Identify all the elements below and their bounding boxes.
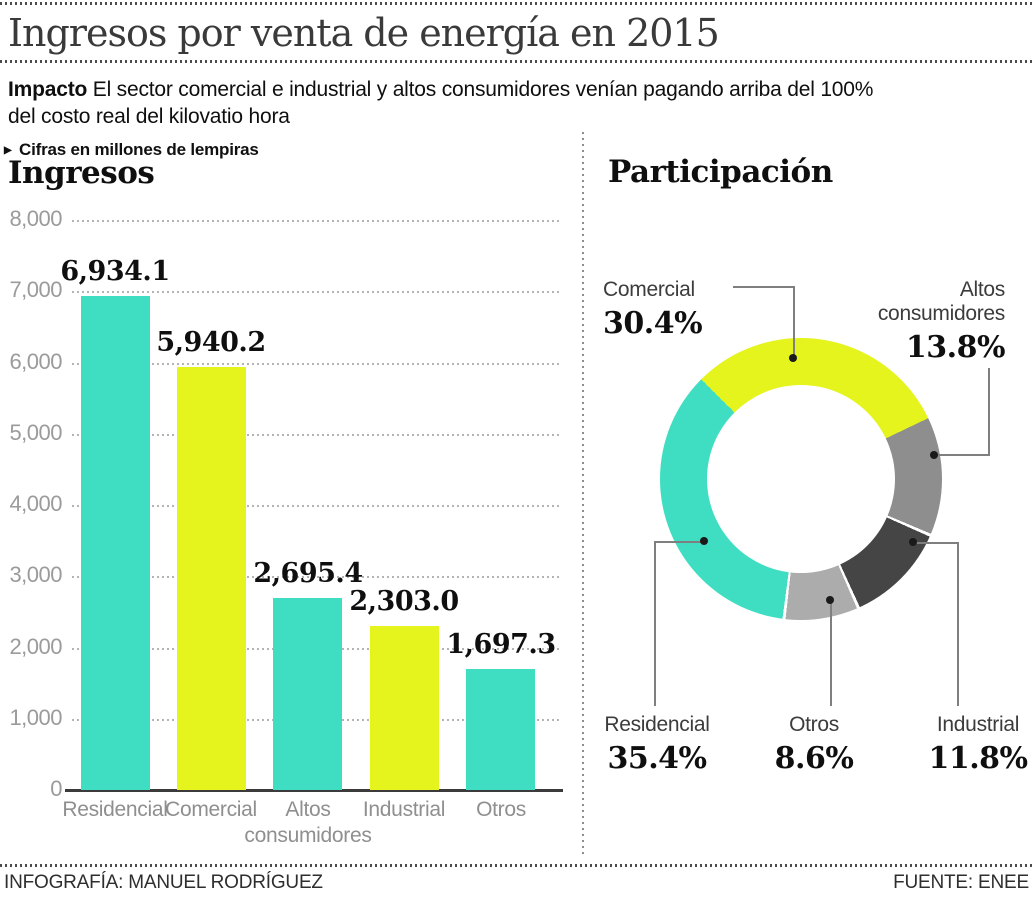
x-axis-label-altos-consumidores: Altos consumidores (244, 798, 372, 847)
donut-label-altos-consumidores: Altos consumidores 13.8% (863, 278, 1006, 365)
bar-value-altos-consumidores: 2,695.4 (253, 558, 363, 589)
y-axis-label: 1,000 (9, 705, 62, 730)
leader-dot-altos (930, 451, 938, 459)
page-title: Ingresos por venta de energía en 2015 (8, 11, 720, 55)
credit-text: INFOGRAFÍA: MANUEL RODRÍGUEZ (4, 872, 323, 893)
segment-pct: 13.8% (905, 330, 1006, 365)
leader-industrial-v (957, 542, 959, 706)
bar-industrial (370, 626, 439, 790)
segment-name: Residencial (604, 713, 710, 736)
bar-chart-title: Ingresos (8, 155, 155, 191)
segment-name: Altos consumidores (877, 278, 1005, 325)
gridline-8,000 (72, 220, 560, 222)
top-dotted-rule (0, 2, 1033, 5)
donut-label-residencial: Residencial 35.4% (582, 713, 732, 776)
segment-pct: 30.4% (603, 306, 703, 341)
segment-pct: 35.4% (607, 741, 707, 776)
y-axis-label: 6,000 (9, 349, 62, 374)
title-dotted-rule (0, 60, 1033, 63)
impact-line1: El sector comercial e industrial y altos… (92, 78, 874, 101)
leader-altos-v (988, 368, 990, 456)
leader-dot-residencial (700, 537, 708, 545)
impact-paragraph: Impacto El sector comercial e industrial… (8, 76, 1010, 130)
donut-chart-title: Participación (608, 154, 833, 190)
gridline-7,000 (72, 291, 560, 293)
leader-altos-h (936, 454, 990, 456)
leader-industrial-h (915, 542, 959, 544)
y-axis-label: 0 (50, 776, 62, 801)
donut-label-otros: Otros 8.6% (739, 713, 889, 776)
leader-residencial-v (654, 541, 656, 706)
x-axis-label-residencial: Residencial (62, 798, 168, 821)
leader-comercial-h (733, 286, 795, 288)
y-axis-label: 4,000 (9, 491, 62, 516)
donut-hole (707, 385, 895, 573)
bar-comercial (177, 367, 246, 790)
x-axis-line (65, 789, 563, 792)
bar-value-residencial: 6,934.1 (60, 256, 170, 287)
y-axis-label: 5,000 (9, 420, 62, 445)
bar-value-comercial: 5,940.2 (156, 327, 266, 358)
bar-value-industrial: 2,303.0 (349, 586, 459, 617)
segment-name: Industrial (936, 713, 1020, 736)
y-axis-label: 3,000 (9, 562, 62, 587)
leader-comercial-v (793, 286, 795, 358)
section-divider (582, 132, 584, 854)
bar-residencial (81, 296, 150, 790)
leader-dot-industrial (909, 538, 917, 546)
bar-altos-consumidores (273, 598, 342, 790)
x-axis-label-industrial: Industrial (362, 798, 446, 821)
leader-dot-comercial (789, 354, 797, 362)
gridline-3,000 (72, 576, 560, 578)
leader-otros-v (830, 600, 832, 706)
segment-pct: 11.8% (928, 741, 1028, 776)
source-text: FUENTE: ENEE (893, 872, 1029, 893)
leader-residencial-h (655, 541, 707, 543)
y-axis-label: 7,000 (9, 277, 62, 302)
y-axis-label: 8,000 (9, 206, 62, 231)
segment-name: Comercial (603, 278, 695, 301)
arrow-icon: ▶ (4, 145, 12, 156)
footer-dotted-rule (0, 864, 1033, 867)
units-note: ▶ Cifras en millones de lempiras (4, 140, 259, 160)
bar-value-otros: 1,697.3 (446, 629, 556, 660)
units-note-text: Cifras en millones de lempiras (19, 140, 259, 159)
x-axis-label-otros: Otros (476, 798, 526, 821)
leader-dot-otros (826, 596, 834, 604)
gridline-6,000 (72, 363, 560, 365)
segment-name: Otros (789, 713, 839, 736)
impact-label: Impacto (8, 78, 88, 101)
impact-line2: del costo real del kilovatio hora (8, 105, 290, 128)
gridline-4,000 (72, 505, 560, 507)
x-axis-label-comercial: Comercial (165, 798, 257, 821)
donut-chart (660, 338, 942, 620)
bar-otros (466, 669, 535, 790)
donut-label-comercial: Comercial 30.4% (603, 278, 703, 341)
y-axis-label: 2,000 (9, 634, 62, 659)
donut-label-industrial: Industrial 11.8% (903, 713, 1033, 776)
segment-pct: 8.6% (774, 741, 854, 776)
gridline-5,000 (72, 434, 560, 436)
